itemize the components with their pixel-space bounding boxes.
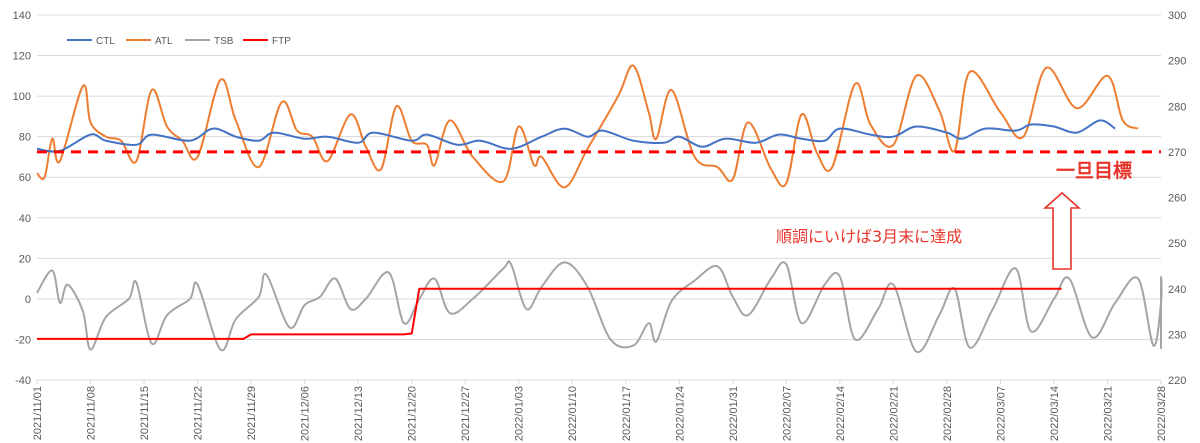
- x-tick-label: 2022/01/03: [514, 386, 526, 441]
- y-right-tick-label: 230: [1168, 329, 1186, 341]
- legend-atl-label: ATL: [155, 36, 173, 47]
- left-axis-ticks: -40 -20 0 20 40 60 80 100 120 140: [13, 10, 31, 387]
- x-tick-label: 2022/01/31: [728, 386, 740, 441]
- y-left-tick-label: 120: [13, 51, 31, 63]
- x-tick-label: 2021/12/20: [407, 386, 419, 441]
- x-tick-label: 2021/12/27: [460, 386, 472, 441]
- x-tick-label: 2022/01/17: [621, 386, 633, 441]
- y-left-tick-label: 60: [19, 172, 31, 184]
- y-left-tick-label: 40: [19, 213, 31, 225]
- x-tick-label: 2022/03/28: [1156, 386, 1168, 441]
- x-tick-label: 2022/03/07: [995, 386, 1007, 441]
- y-right-tick-label: 240: [1168, 284, 1186, 296]
- series-line-ctl: [36, 119, 1116, 153]
- y-right-tick-label: 290: [1168, 56, 1186, 68]
- x-tick-label: 2022/02/21: [888, 386, 900, 441]
- series-lines: [36, 64, 1163, 353]
- y-right-tick-label: 300: [1168, 10, 1186, 22]
- x-tick-label: 2022/03/14: [1049, 386, 1061, 441]
- x-tick-label: 2022/02/28: [942, 386, 954, 441]
- x-tick-label: 2022/02/07: [781, 386, 793, 441]
- y-right-tick-label: 270: [1168, 147, 1186, 159]
- y-left-tick-label: 20: [19, 253, 31, 265]
- y-left-tick-label: -20: [15, 334, 31, 346]
- legend-ctl-label: CTL: [96, 36, 115, 47]
- x-tick-label: 2021/11/08: [86, 386, 98, 440]
- y-right-tick-label: 260: [1168, 193, 1186, 205]
- legend: CTL ATL TSB FTP: [67, 36, 291, 47]
- series-line-tsb: [36, 260, 1163, 353]
- progress-annotation: 順調にいけば3月末に達成: [776, 227, 962, 246]
- x-tick-label: 2022/02/14: [835, 386, 847, 441]
- series-line-ftp: [37, 287, 1062, 340]
- y-right-tick-label: 280: [1168, 101, 1186, 113]
- goal-annotation: 一旦目標: [1056, 159, 1132, 182]
- x-axis-ticks: 2021/11/01 2021/11/08 2021/11/15 2021/11/22…: [32, 380, 1168, 441]
- up-arrow-icon: [1042, 191, 1082, 270]
- y-left-tick-label: 100: [13, 91, 31, 103]
- y-right-tick-label: 220: [1168, 375, 1186, 387]
- x-tick-label: 2022/01/24: [674, 386, 686, 441]
- y-left-tick-label: -40: [15, 375, 31, 387]
- x-tick-label: 2021/11/29: [246, 386, 258, 440]
- series-line-atl: [36, 64, 1139, 189]
- right-axis-ticks: 220 230 240 250 260 270 280 290 300: [1168, 10, 1186, 387]
- legend-ftp-label: FTP: [272, 36, 291, 47]
- legend-tsb-label: TSB: [214, 36, 234, 47]
- y-left-tick-label: 80: [19, 132, 31, 144]
- y-right-tick-label: 250: [1168, 238, 1186, 250]
- x-tick-label: 2021/12/06: [300, 386, 312, 441]
- x-tick-label: 2021/11/01: [32, 386, 44, 440]
- x-tick-label: 2021/11/15: [139, 386, 151, 440]
- x-tick-label: 2022/03/21: [1102, 386, 1114, 441]
- y-left-tick-label: 140: [13, 10, 31, 22]
- x-tick-label: 2022/01/10: [567, 386, 579, 441]
- x-tick-label: 2021/12/13: [353, 386, 365, 441]
- x-tick-label: 2021/11/22: [193, 386, 205, 440]
- y-left-tick-label: 0: [25, 294, 31, 306]
